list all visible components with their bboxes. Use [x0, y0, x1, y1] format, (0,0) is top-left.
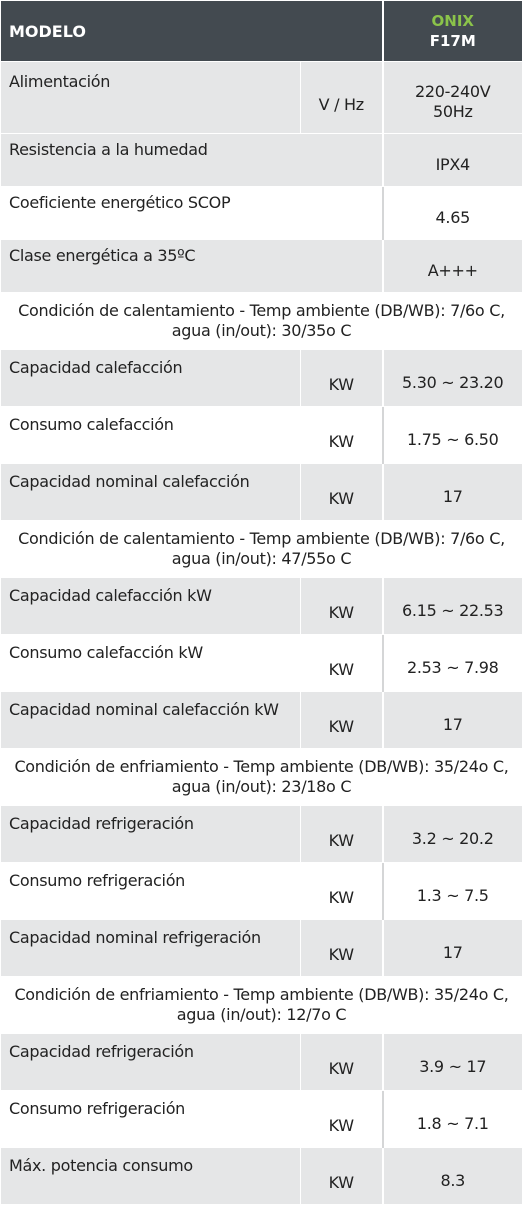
- table-row: Consumo refrigeración KW 1.3 ~ 7.5: [0, 862, 523, 920]
- table-row: Capacidad calefacción kW KW 6.15 ~ 22.53: [0, 577, 523, 635]
- table-row: Capacidad refrigeración KW 3.9 ~ 17: [0, 1033, 523, 1091]
- table-row: Capacidad nominal refrigeración KW 17: [0, 919, 523, 977]
- brand-name: ONIX: [431, 12, 474, 30]
- row-value: 17: [381, 691, 523, 749]
- condition-text: Condición de enfriamiento - Temp ambient…: [0, 748, 523, 806]
- condition-text: Condición de enfriamiento - Temp ambient…: [0, 976, 523, 1034]
- row-name: Capacidad nominal calefacción kW: [0, 691, 301, 749]
- condition-row: Condición de enfriamiento - Temp ambient…: [0, 748, 523, 806]
- row-name: Capacidad refrigeración: [0, 1033, 301, 1091]
- row-value: 4.65: [381, 186, 523, 240]
- row-name: Capacidad calefacción kW: [0, 577, 301, 635]
- value-line-2: 50Hz: [432, 101, 473, 121]
- row-unit: KW: [300, 634, 383, 692]
- row-value: 5.30 ~ 23.20: [381, 349, 523, 407]
- row-name: Clase energética a 35ºC: [0, 239, 383, 293]
- condition-text: Condición de calentamiento - Temp ambien…: [0, 520, 523, 578]
- row-unit: KW: [300, 349, 383, 407]
- row-name: Consumo refrigeración: [0, 1090, 301, 1148]
- row-value: 1.3 ~ 7.5: [381, 862, 523, 920]
- row-unit: KW: [300, 805, 383, 863]
- row-unit: V / Hz: [300, 61, 383, 134]
- row-value: 220-240V 50Hz: [381, 61, 523, 134]
- row-unit: KW: [300, 463, 383, 521]
- table-row: Consumo calefacción KW 1.75 ~ 6.50: [0, 406, 523, 464]
- row-value: IPX4: [381, 133, 523, 187]
- row-unit: KW: [300, 406, 383, 464]
- condition-row: Condición de calentamiento - Temp ambien…: [0, 520, 523, 578]
- value-line-1: 220-240V: [415, 81, 491, 101]
- row-value: 1.75 ~ 6.50: [381, 406, 523, 464]
- row-value: 3.2 ~ 20.2: [381, 805, 523, 863]
- row-name: Capacidad nominal refrigeración: [0, 919, 301, 977]
- row-unit: KW: [300, 862, 383, 920]
- row-unit: KW: [300, 1033, 383, 1091]
- row-value: 6.15 ~ 22.53: [381, 577, 523, 635]
- condition-text: Condición de calentamiento - Temp ambien…: [0, 292, 523, 350]
- row-value: 1.8 ~ 7.1: [381, 1090, 523, 1148]
- table-row: Capacidad refrigeración KW 3.2 ~ 20.2: [0, 805, 523, 863]
- row-value: 8.3: [381, 1147, 523, 1205]
- table-row: Alimentación V / Hz 220-240V 50Hz: [0, 61, 523, 134]
- table-row: Consumo refrigeración KW 1.8 ~ 7.1: [0, 1090, 523, 1148]
- row-unit: KW: [300, 577, 383, 635]
- row-unit: KW: [300, 691, 383, 749]
- row-name: Resistencia a la humedad: [0, 133, 383, 187]
- table-row: Consumo calefacción kW KW 2.53 ~ 7.98: [0, 634, 523, 692]
- row-value: A+++: [381, 239, 523, 293]
- model-name: F17M: [429, 32, 476, 50]
- row-name: Capacidad calefacción: [0, 349, 301, 407]
- table-header: MODELO ONIX F17M: [0, 0, 523, 62]
- table-row: Coeficiente energético SCOP 4.65: [0, 186, 523, 240]
- row-name: Coeficiente energético SCOP: [0, 186, 383, 240]
- row-name: Consumo calefacción: [0, 406, 301, 464]
- header-model: ONIX F17M: [381, 0, 523, 62]
- row-name: Capacidad refrigeración: [0, 805, 301, 863]
- table-row: Capacidad calefacción KW 5.30 ~ 23.20: [0, 349, 523, 407]
- header-label: MODELO: [0, 0, 383, 62]
- row-unit: KW: [300, 1090, 383, 1148]
- table-row: Capacidad nominal calefacción KW 17: [0, 463, 523, 521]
- row-value: 3.9 ~ 17: [381, 1033, 523, 1091]
- table-row: Resistencia a la humedad IPX4: [0, 133, 523, 187]
- row-name: Consumo refrigeración: [0, 862, 301, 920]
- row-unit: KW: [300, 919, 383, 977]
- row-value: 17: [381, 919, 523, 977]
- row-unit: KW: [300, 1147, 383, 1205]
- row-name: Máx. potencia consumo: [0, 1147, 301, 1205]
- row-name: Capacidad nominal calefacción: [0, 463, 301, 521]
- table-row: Máx. potencia consumo KW 8.3: [0, 1147, 523, 1205]
- table-row: Capacidad nominal calefacción kW KW 17: [0, 691, 523, 749]
- condition-row: Condición de enfriamiento - Temp ambient…: [0, 976, 523, 1034]
- row-name: Consumo calefacción kW: [0, 634, 301, 692]
- row-value: 17: [381, 463, 523, 521]
- condition-row: Condición de calentamiento - Temp ambien…: [0, 292, 523, 350]
- table-row: Clase energética a 35ºC A+++: [0, 239, 523, 293]
- row-name: Alimentación: [0, 61, 301, 134]
- row-value: 2.53 ~ 7.98: [381, 634, 523, 692]
